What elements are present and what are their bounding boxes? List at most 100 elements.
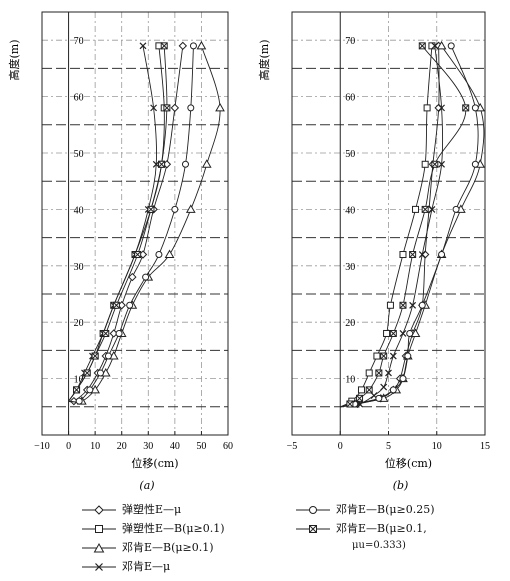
- data-point: [365, 369, 373, 377]
- data-point: [409, 301, 417, 309]
- y-tick-label: 10: [345, 375, 355, 386]
- y-tick-label: 40: [345, 205, 355, 216]
- x-tick-label: 0: [338, 441, 343, 452]
- data-point: [126, 301, 134, 309]
- legend-marker-square: [82, 525, 116, 533]
- legend-label: 邓肯E—B(μ≥0.1): [122, 541, 214, 554]
- legend-marker-x: [82, 563, 116, 571]
- data-point: [436, 40, 447, 50]
- data-point: [128, 272, 137, 282]
- legend-label: 弹塑性E—B(μ≥0.1): [122, 522, 225, 535]
- series-x: [340, 42, 445, 408]
- data-point: [375, 369, 383, 377]
- legend-label: 邓肯E—μ: [122, 560, 171, 573]
- data-point: [421, 205, 429, 213]
- data-point: [164, 249, 175, 259]
- legend-item-elastoplastic-e-b: 弹塑性E—B(μ≥0.1): [82, 521, 225, 537]
- x-axis-label: 位移(cm): [131, 456, 178, 470]
- y-tick-label: 20: [74, 318, 84, 329]
- x-tick-label: 60: [223, 441, 233, 452]
- data-point: [83, 369, 91, 377]
- y-axis-label: 高度(m): [257, 39, 271, 80]
- data-point: [428, 205, 436, 213]
- data-point: [160, 42, 168, 50]
- data-point: [431, 42, 439, 50]
- chart-panel-b: −5 0 5 10 15 10 20 30 40 50 60 70 位移(cm) 高度(m) (b): [257, 11, 490, 492]
- data-point: [421, 160, 429, 168]
- data-point: [404, 352, 412, 360]
- data-point: [139, 42, 147, 50]
- data-point: [386, 301, 394, 309]
- x-tick-label: 40: [170, 441, 180, 452]
- data-point: [399, 330, 407, 337]
- data-point: [91, 352, 99, 360]
- x-tick-label: −5: [287, 441, 298, 452]
- figure: −10 0 10 20 30 40 50 6010203040506070位移(cm)高度(m…: [7, 11, 490, 492]
- data-point: [375, 394, 383, 402]
- series-star: [340, 42, 470, 408]
- data-point: [170, 103, 180, 113]
- data-point: [373, 352, 381, 360]
- x-tick-label: 10: [90, 441, 100, 452]
- y-tick-label: 10: [74, 375, 84, 386]
- series-line: [68, 45, 184, 403]
- data-point: [104, 352, 112, 360]
- data-point: [406, 329, 414, 337]
- y-tick-label: 60: [345, 93, 355, 104]
- data-point: [86, 386, 94, 394]
- legend-marker-star: [296, 525, 330, 533]
- data-point: [447, 42, 455, 50]
- x-tick-label: 10: [432, 441, 442, 452]
- data-point: [158, 160, 166, 168]
- data-point: [150, 104, 158, 112]
- x-tick-label: −10: [34, 441, 50, 452]
- data-point: [431, 160, 439, 168]
- legend: 弹塑性E—μ 弹塑性E—B(μ≥0.1) 邓肯E—B(μ≥0.1) 邓肯E—μ …: [82, 502, 502, 580]
- data-point: [365, 386, 373, 394]
- data-point: [438, 160, 445, 168]
- x-tick-label: 30: [143, 441, 153, 452]
- data-point: [181, 160, 189, 168]
- legend-label: 邓肯E—B(μ≥0.25): [336, 503, 435, 516]
- data-point: [115, 329, 123, 337]
- panel-label: (b): [393, 479, 409, 492]
- data-point: [346, 400, 354, 408]
- data-point: [142, 273, 150, 281]
- data-point: [385, 369, 392, 377]
- data-point: [438, 104, 445, 112]
- data-point: [112, 301, 120, 309]
- data-point: [134, 251, 142, 259]
- data-point: [73, 386, 81, 394]
- y-tick-label: 30: [345, 262, 355, 273]
- data-point: [383, 329, 391, 337]
- plot-frame: [41, 11, 229, 436]
- data-point: [399, 301, 407, 309]
- y-tick-label: 50: [345, 149, 355, 160]
- data-point: [462, 104, 470, 112]
- data-point: [409, 251, 417, 259]
- series-circle: [68, 42, 197, 405]
- legend-item-duncan-e-b-01: 邓肯E—B(μ≥0.1): [82, 540, 214, 556]
- data-point: [163, 104, 171, 112]
- data-point: [356, 394, 364, 402]
- series-line: [340, 45, 485, 408]
- data-point: [418, 301, 426, 309]
- data-point: [178, 41, 188, 51]
- data-point: [215, 102, 225, 112]
- data-point: [380, 352, 388, 360]
- data-point: [418, 251, 426, 258]
- legend-item-duncan-e-mu: 邓肯E—μ: [82, 559, 170, 575]
- data-point: [357, 386, 365, 394]
- series-line: [340, 45, 467, 408]
- data-point: [399, 251, 407, 259]
- data-point: [155, 251, 163, 259]
- data-point: [96, 369, 104, 377]
- y-tick-label: 60: [74, 93, 84, 104]
- data-point: [102, 329, 110, 337]
- x-tick-label: 50: [196, 441, 206, 452]
- x-tick-label: 5: [386, 441, 391, 452]
- legend-marker-triangle: [82, 542, 116, 553]
- x-tick-label: 0: [66, 441, 71, 452]
- data-point: [452, 205, 460, 213]
- panel-label: (a): [139, 479, 154, 492]
